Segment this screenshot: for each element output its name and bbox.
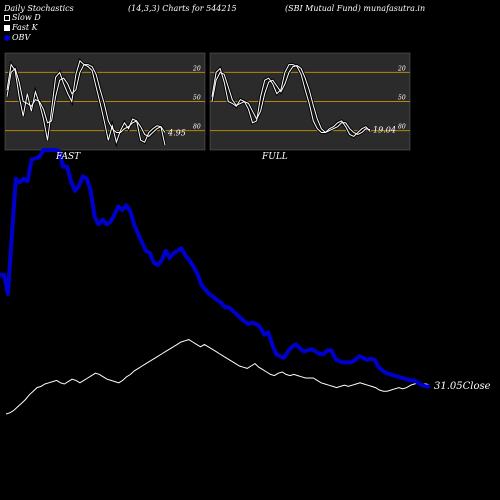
full-last-value-label: 19.04 bbox=[373, 126, 396, 135]
full-tick-label-50: 50 bbox=[398, 95, 406, 102]
obv-close-panel: 31.05Close bbox=[0, 148, 491, 415]
fast-k-swatch bbox=[4, 25, 10, 31]
slow-d-swatch bbox=[4, 15, 10, 21]
chart-params: (14,3,3) Charts for 544215 bbox=[128, 4, 237, 13]
fast-last-value-label: 4.95 bbox=[167, 129, 186, 138]
chart-title: Daily Stochastics bbox=[4, 4, 74, 13]
fast-panel: 80 50 20 4.95 bbox=[5, 58, 205, 148]
obv-swatch bbox=[4, 35, 10, 41]
legend-slow-d-label: Slow D bbox=[12, 13, 41, 22]
fast-tick-label-50: 50 bbox=[193, 95, 201, 102]
chart-security-name: (SBI Mutual Fund) munafasutra.in bbox=[285, 4, 426, 13]
fast-series-slow-d bbox=[6, 64, 166, 137]
full-panel-label: FULL bbox=[262, 152, 288, 162]
legend-fast-k-label: Fast K bbox=[12, 23, 38, 32]
legend-obv-label: OBV bbox=[12, 33, 31, 42]
fast-series-fast-k bbox=[6, 59, 166, 146]
legend-fast-k: Fast K bbox=[4, 23, 38, 32]
full-tick-label-80: 20 bbox=[397, 65, 406, 72]
fast-panel-label: FAST bbox=[56, 152, 81, 162]
legend-obv: OBV bbox=[4, 33, 30, 42]
full-series-slow-d bbox=[211, 65, 371, 136]
fast-tick-label-80: 20 bbox=[192, 65, 201, 72]
fast-tick-label-20: 80 bbox=[193, 124, 201, 131]
full-panel: 80 50 20 19.04 bbox=[210, 63, 410, 139]
close-price-line bbox=[5, 339, 431, 415]
full-tick-label-20: 80 bbox=[398, 124, 406, 131]
close-last-value-label: 31.05Close bbox=[434, 381, 491, 392]
obv-line bbox=[0, 148, 430, 389]
full-series-fast-k bbox=[211, 64, 371, 137]
legend-slow-d: Slow D bbox=[4, 13, 41, 22]
